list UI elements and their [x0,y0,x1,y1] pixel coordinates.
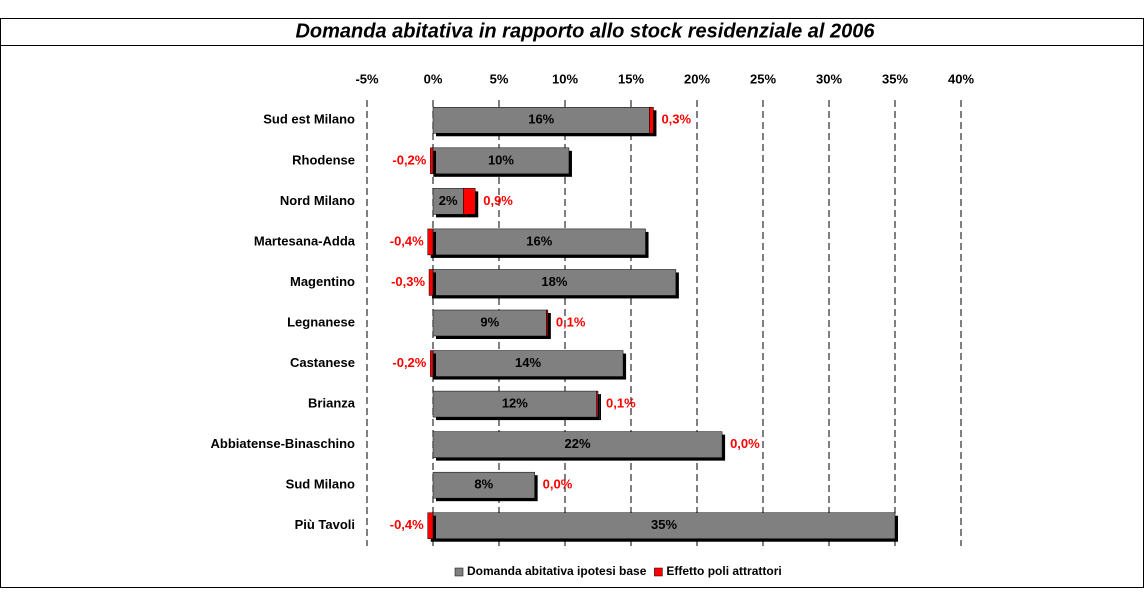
bar [432,107,650,134]
bar [432,309,547,337]
data-label: 22% [565,436,591,451]
x-tick-label: -5% [355,71,379,86]
legend-swatch [654,567,663,577]
y-tick-label: Castanese [290,355,355,370]
y-tick-label: Rhodense [292,152,355,167]
data-label: 0,0% [730,436,760,451]
chart-title: Domanda abitativa in rapporto allo stock… [295,20,875,42]
data-label: -0,4% [390,517,424,532]
bar [432,188,464,215]
legend-swatch [454,567,464,577]
data-label: 18% [541,274,567,289]
data-label: -0,4% [390,233,424,248]
x-tick-label: 15% [618,71,644,86]
x-tick-label: 0% [424,71,443,86]
data-label: 0,1% [556,314,586,329]
bar-shadow [599,394,601,421]
x-tick-label: 25% [750,71,776,86]
data-label: 0,0% [543,477,573,492]
data-label: 0,3% [661,112,691,127]
y-tick-label: Magentino [290,274,355,289]
data-label: 8% [474,477,493,492]
y-tick-label: Sud Milano [286,477,355,492]
data-label: -0,2% [392,355,426,370]
bar [432,431,723,458]
bar [427,228,434,256]
bar-shadow [430,515,436,542]
data-label: 10% [488,152,514,167]
data-label: 14% [515,355,541,370]
data-label: 0,1% [606,396,636,411]
bar [432,228,646,256]
bar [432,512,896,539]
y-tick-label: Sud est Milano [263,112,355,127]
bar-shadow [549,313,551,339]
x-tick-label: 5% [490,71,509,86]
bar [432,390,597,418]
data-label: -0,2% [392,152,426,167]
y-tick-label: Legnanese [287,314,355,329]
data-label: 9% [480,314,499,329]
data-label: 2% [439,193,458,208]
bar [432,471,535,499]
data-label: 16% [528,112,554,127]
bar [432,350,624,377]
y-tick-label: Più Tavoli [295,517,355,532]
bar [463,188,476,215]
data-label: 0,9% [483,193,513,208]
bar [430,350,434,377]
bar [596,390,599,418]
y-tick-label: Brianza [308,396,356,411]
bar-shadow [433,353,436,380]
bar [430,147,434,175]
x-tick-label: 35% [882,71,908,86]
bar [546,309,549,337]
data-label: 16% [526,233,552,248]
x-tick-label: 20% [684,71,710,86]
x-tick-label: 10% [552,71,578,86]
legend-label: Domanda abitativa ipotesi base [467,564,647,578]
y-tick-label: Nord Milano [280,193,355,208]
bar [649,107,654,134]
bar-shadow [432,272,436,299]
y-tick-label: Martesana-Adda [254,233,356,248]
bar-shadow [652,110,657,137]
bar-shadow [433,150,436,177]
x-tick-label: 30% [816,71,842,86]
x-tick-label: 40% [948,71,974,86]
bar [427,512,434,539]
data-label: 12% [502,396,528,411]
data-label: 35% [651,517,677,532]
legend-label: Effetto poli attrattori [666,564,781,578]
bar [428,269,434,296]
bar-shadow [430,231,436,258]
chart-frame [0,18,1144,588]
data-label: -0,3% [391,274,425,289]
y-tick-label: Abbiatense-Binaschino [211,436,356,451]
